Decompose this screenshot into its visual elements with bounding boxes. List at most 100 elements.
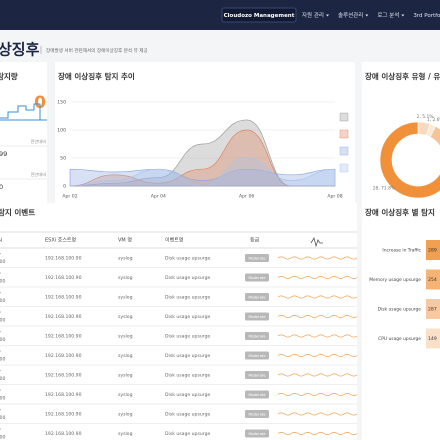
trend-icon — [310, 236, 323, 248]
row-sparkline — [277, 373, 358, 377]
cell-event: Disk usage upsurge — [165, 314, 211, 320]
cell-time: 7 — [0, 292, 1, 298]
cell-event: Disk usage upsurge — [165, 275, 211, 281]
bar[interactable] — [426, 328, 440, 349]
cell-host: 192.168.100.90 — [45, 392, 82, 398]
summary-label: 전년대비 — [31, 138, 47, 145]
cell-event: Disk usage upsurge — [165, 256, 211, 262]
row-sparkline — [277, 276, 358, 279]
row-sparkline — [277, 354, 358, 357]
grade-badge — [245, 273, 269, 282]
nav-caret — [326, 14, 329, 17]
y-tick-label: 150 — [57, 100, 66, 106]
panel-title: 탐지 이벤트 — [0, 207, 35, 217]
bar[interactable] — [426, 240, 440, 260]
nav-brand[interactable]: Cloudozo Management — [224, 13, 295, 19]
cell-vm: syslog — [118, 256, 133, 262]
donut-label: 2, 5.1% — [417, 114, 434, 120]
legend-swatch[interactable] — [339, 146, 349, 156]
column-header: 등급 — [250, 238, 260, 244]
cell-host: 192.168.100.90 — [45, 373, 82, 379]
cell-time: 7 — [0, 331, 1, 337]
cell-vm: syslog — [118, 275, 133, 281]
cell-host: 192.168.100.90 — [45, 431, 82, 437]
cell-time: :00 — [0, 396, 5, 402]
nav-caret — [401, 14, 405, 17]
cell-time: 7 — [0, 370, 1, 376]
grade-badge — [245, 410, 269, 418]
summary-label: 전년대비 — [31, 171, 47, 178]
bar-value: 149 — [428, 336, 437, 342]
summary-value: 99 — [0, 150, 7, 158]
cell-time: 7 — [0, 350, 1, 356]
cell-time: :00 — [0, 318, 5, 324]
legend-swatch[interactable] — [339, 129, 349, 139]
bar-value: 287 — [428, 307, 437, 313]
cell-host: 192.168.100.90 — [45, 334, 82, 340]
grade-badge — [245, 312, 269, 321]
cell-host: 192.168.100.90 — [45, 353, 82, 359]
donut-segment[interactable] — [379, 121, 440, 199]
nav-menu[interactable]: 솔루션관리 — [338, 11, 363, 19]
cell-event: Disk usage upsurge — [165, 412, 211, 418]
nav-menu[interactable]: 자원 관리 — [302, 11, 324, 19]
x-tick-label: Apr 04 — [151, 194, 166, 200]
grade-badge — [245, 371, 269, 379]
page-title: 상징후 — [0, 41, 40, 59]
nav-menu[interactable]: 3rd Portfo — [413, 13, 440, 19]
legend-swatch[interactable] — [339, 163, 349, 173]
nav-brand-box[interactable] — [221, 7, 297, 23]
cell-time: 7 — [0, 311, 1, 317]
grade-label: Moderate — [248, 373, 266, 377]
panel — [0, 62, 47, 207]
cell-event: Disk usage upsurge — [165, 392, 211, 398]
donut-segment[interactable] — [429, 125, 440, 167]
nav-bar — [0, 0, 440, 30]
grade-label: Moderate — [248, 432, 266, 436]
row-sparkline — [277, 315, 358, 318]
summary-count: 0 — [34, 93, 46, 113]
panel-title: 장애 이상징후 탐지 추이 — [58, 71, 135, 81]
column-header: 시 — [0, 238, 3, 244]
nav-caret — [365, 14, 369, 17]
bar-label: Memory usage upsurge — [369, 277, 421, 283]
donut-label: 1, 2.6% — [427, 117, 440, 123]
column-header: ESXi 호스트명 — [45, 237, 76, 244]
cell-host: 192.168.100.90 — [45, 275, 82, 281]
nav-menu[interactable]: 로그 분석 — [377, 11, 399, 19]
grade-badge — [245, 429, 269, 438]
grade-badge — [245, 293, 269, 301]
grade-badge — [245, 332, 269, 340]
row-sparkline — [277, 295, 358, 299]
panel-title: 탐지량 — [0, 71, 18, 81]
area — [69, 157, 336, 187]
cell-vm: syslog — [118, 314, 133, 320]
cell-vm: syslog — [118, 295, 133, 301]
grade-label: Moderate — [248, 393, 266, 397]
x-tick-label: Apr 02 — [62, 194, 77, 200]
row-sparkline — [277, 393, 358, 396]
bar-value: 289 — [428, 248, 437, 254]
bar[interactable] — [426, 269, 440, 290]
cell-time: 7 — [0, 409, 1, 415]
grade-badge — [245, 390, 269, 399]
bar[interactable] — [426, 299, 440, 319]
x-tick-label: Apr 06 — [239, 194, 254, 200]
cell-time: :00 — [0, 337, 5, 343]
grade-label: Moderate — [248, 354, 266, 358]
cell-vm: syslog — [118, 392, 133, 398]
legend-swatch[interactable] — [339, 112, 349, 122]
bar-label: Disk usage upsurge — [378, 307, 422, 313]
cell-vm: syslog — [118, 334, 133, 340]
row-sparkline — [277, 256, 358, 260]
cell-event: Disk usage upsurge — [165, 353, 211, 359]
cell-vm: syslog — [118, 431, 133, 437]
y-tick-label: 100 — [57, 128, 66, 134]
cell-time: 7 — [0, 428, 1, 434]
panel — [55, 62, 355, 207]
column-header: VM 명 — [118, 237, 132, 244]
grade-badge — [245, 254, 269, 262]
summary-value: 0 — [0, 183, 3, 191]
cell-event: Disk usage upsurge — [165, 334, 211, 340]
